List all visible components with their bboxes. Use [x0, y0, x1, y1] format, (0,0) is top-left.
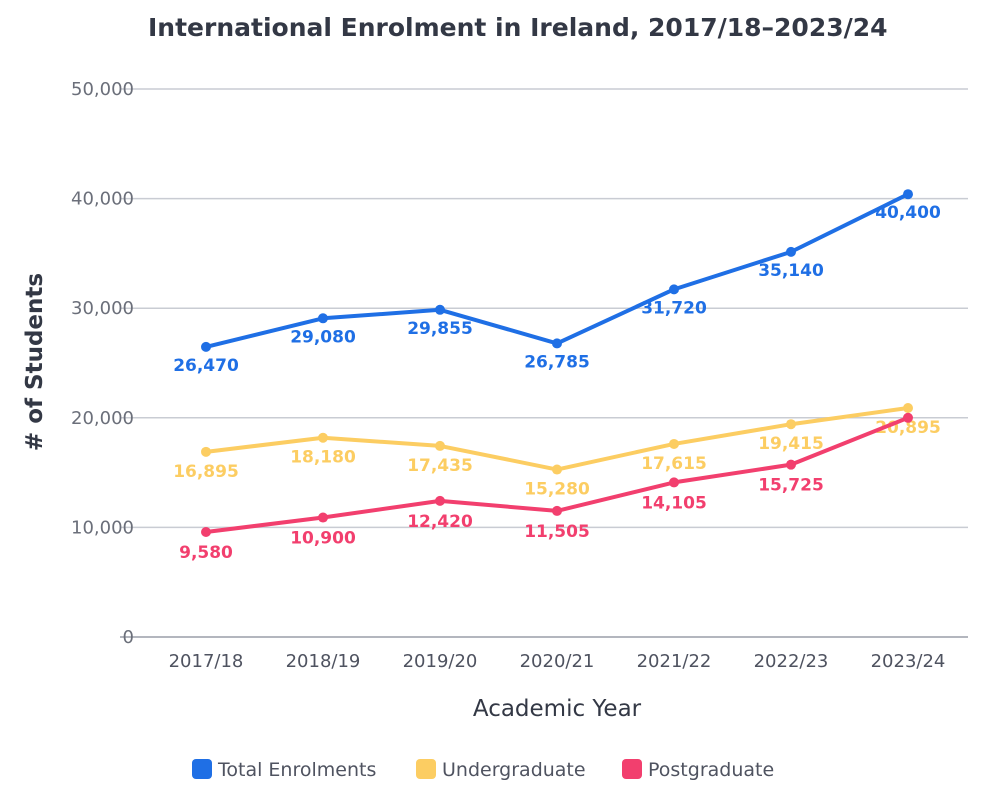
- data-label: 9,580: [179, 543, 233, 563]
- y-axis-ticks: 0 10,000 20,000 30,000 40,000 50,000: [71, 79, 134, 648]
- data-point: [552, 505, 562, 516]
- data-label: 29,080: [290, 327, 356, 347]
- data-label: 17,615: [641, 454, 707, 474]
- data-label: 40,400: [875, 203, 941, 223]
- y-tick-label: 50,000: [71, 79, 134, 100]
- legend[interactable]: Total Enrolments Undergraduate Postgraduat…: [192, 759, 774, 781]
- data-label: 26,470: [173, 356, 239, 376]
- legend-item-total-enrolments[interactable]: Total Enrolments: [192, 759, 376, 781]
- data-label: 35,140: [758, 261, 824, 281]
- data-point: [552, 464, 562, 475]
- y-tick-label: 20,000: [71, 408, 134, 429]
- y-tick-label: 30,000: [71, 298, 134, 319]
- series-lines: 26,470 29,080 29,855 26,785 31,720 35,140 40,4…: [173, 189, 941, 563]
- data-point: [903, 412, 913, 423]
- y-tick-label: 10,000: [71, 517, 134, 538]
- data-label: 11,505: [524, 522, 590, 542]
- data-point: [201, 527, 211, 538]
- gridlines: [120, 88, 968, 638]
- x-tick-label: 2019/20: [403, 651, 478, 672]
- legend-item-undergraduate[interactable]: Undergraduate: [416, 759, 586, 781]
- data-label: 17,435: [407, 456, 473, 476]
- x-axis-ticks: 2017/18 2018/19 2019/20 2020/21 2021/22 2022/…: [169, 651, 946, 672]
- data-point: [552, 338, 562, 349]
- x-axis-title: Academic Year: [473, 696, 642, 722]
- data-point: [903, 189, 913, 200]
- data-point: [786, 459, 796, 470]
- x-tick-label: 2017/18: [169, 651, 244, 672]
- data-label: 19,415: [758, 434, 824, 454]
- data-point: [201, 341, 211, 352]
- legend-label: Total Enrolments: [217, 759, 376, 781]
- legend-label: Postgraduate: [648, 759, 774, 781]
- chart-title: International Enrolment in Ireland, 2017…: [148, 13, 888, 42]
- data-point: [318, 313, 328, 324]
- y-tick-label: 40,000: [71, 189, 134, 210]
- data-point: [435, 304, 445, 315]
- data-point: [201, 446, 211, 457]
- data-point: [318, 512, 328, 523]
- data-label: 26,785: [524, 352, 590, 372]
- data-label: 10,900: [290, 529, 356, 549]
- data-label: 31,720: [641, 298, 707, 318]
- data-label: 16,895: [173, 462, 239, 482]
- x-tick-label: 2021/22: [637, 651, 712, 672]
- data-point: [669, 284, 679, 295]
- legend-swatch: [416, 759, 436, 779]
- legend-label: Undergraduate: [442, 759, 586, 781]
- series-total-enrolments: 26,470 29,080 29,855 26,785 31,720 35,140 40,4…: [173, 189, 941, 376]
- legend-swatch: [192, 759, 212, 779]
- data-label: 18,180: [290, 448, 356, 468]
- x-tick-label: 2022/23: [754, 651, 829, 672]
- data-point: [435, 440, 445, 451]
- legend-item-postgraduate[interactable]: Postgraduate: [622, 759, 774, 781]
- series-postgraduate: 9,580 10,900 12,420 11,505 14,105 15,725: [179, 412, 913, 563]
- data-point: [903, 402, 913, 413]
- data-point: [669, 477, 679, 488]
- data-point: [435, 495, 445, 506]
- data-point: [318, 432, 328, 443]
- data-label: 15,280: [524, 480, 590, 500]
- x-tick-label: 2023/24: [871, 651, 946, 672]
- data-label: 14,105: [641, 493, 707, 513]
- y-axis-title: # of Students: [22, 273, 48, 451]
- y-tick-label: 0: [123, 627, 134, 648]
- data-label: 29,855: [407, 319, 473, 339]
- x-tick-label: 2020/21: [520, 651, 595, 672]
- data-point: [669, 438, 679, 449]
- legend-swatch: [622, 759, 642, 779]
- data-label: 12,420: [407, 512, 473, 532]
- x-tick-label: 2018/19: [286, 651, 361, 672]
- data-point: [786, 246, 796, 257]
- data-label: 15,725: [758, 476, 824, 496]
- data-point: [786, 419, 796, 430]
